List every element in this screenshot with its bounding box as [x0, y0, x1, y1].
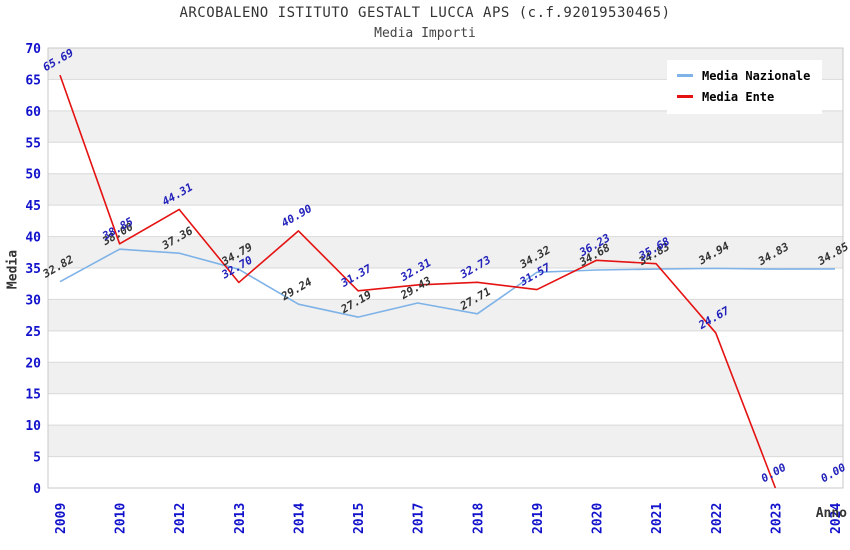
- svg-text:30: 30: [25, 293, 41, 308]
- svg-text:5: 5: [33, 451, 41, 466]
- svg-text:2015: 2015: [352, 503, 367, 534]
- legend-label-nazionale: Media Nazionale: [702, 68, 811, 83]
- svg-text:2021: 2021: [650, 503, 665, 534]
- svg-text:2024: 2024: [829, 503, 844, 534]
- x-axis-title: Anno: [815, 506, 847, 521]
- legend-swatch-ente-icon: [677, 95, 693, 98]
- svg-text:2013: 2013: [233, 503, 248, 534]
- svg-text:2023: 2023: [769, 503, 784, 534]
- svg-text:55: 55: [25, 136, 41, 151]
- svg-text:70: 70: [25, 42, 41, 57]
- legend-item-media-ente: Media Ente: [677, 86, 810, 107]
- svg-text:45: 45: [25, 199, 41, 214]
- svg-text:25: 25: [25, 325, 41, 340]
- svg-text:50: 50: [25, 168, 41, 183]
- svg-text:2022: 2022: [710, 503, 725, 534]
- svg-text:20: 20: [25, 356, 41, 371]
- svg-text:10: 10: [25, 419, 41, 434]
- chart-subtitle: Media Importi: [374, 26, 476, 41]
- svg-text:60: 60: [25, 105, 41, 120]
- svg-text:0: 0: [33, 482, 41, 497]
- svg-text:2020: 2020: [591, 503, 606, 534]
- svg-text:2014: 2014: [292, 503, 307, 534]
- legend: Media Nazionale Media Ente: [667, 60, 823, 114]
- svg-text:2012: 2012: [173, 503, 188, 534]
- svg-text:2017: 2017: [412, 503, 427, 534]
- chart-title: ARCOBALENO ISTITUTO GESTALT LUCCA APS (c…: [179, 5, 671, 21]
- svg-text:65: 65: [25, 73, 41, 88]
- svg-text:2009: 2009: [54, 503, 69, 534]
- legend-item-media-nazionale: Media Nazionale: [677, 65, 810, 86]
- svg-text:15: 15: [25, 388, 41, 403]
- svg-text:35: 35: [25, 262, 41, 277]
- legend-label-ente: Media Ente: [702, 89, 775, 104]
- svg-text:2010: 2010: [114, 503, 129, 534]
- svg-text:40: 40: [25, 231, 41, 246]
- y-axis-title: Media: [5, 249, 21, 290]
- svg-text:2018: 2018: [471, 503, 486, 534]
- legend-swatch-nazionale-icon: [677, 74, 693, 77]
- svg-text:2019: 2019: [531, 503, 546, 534]
